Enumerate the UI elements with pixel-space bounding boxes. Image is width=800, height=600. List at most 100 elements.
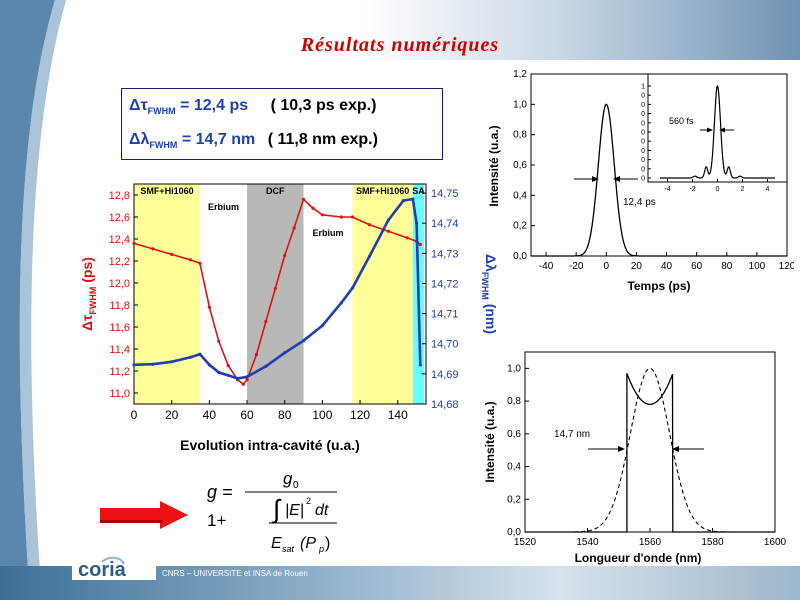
y-left-tick-label: 11,2 — [109, 366, 130, 378]
dlambda-exp: ( 11,8 nm exp.) — [267, 131, 378, 148]
inset-y-tick-label: 0 — [641, 130, 645, 137]
y-tick-label: 0,4 — [513, 190, 527, 201]
chart1-x-label: Evolution intra-cavité (u.a.) — [180, 437, 360, 453]
data-point — [217, 370, 221, 374]
inset-x-tick-label: -2 — [689, 186, 695, 193]
x-tick-label: 1520 — [514, 537, 537, 548]
data-point — [241, 382, 245, 386]
data-point — [264, 364, 268, 368]
formula-pp-close: ) — [325, 535, 330, 552]
x-tick-label: 40 — [661, 261, 673, 272]
data-point — [418, 242, 422, 247]
data-point — [350, 215, 355, 219]
data-point — [132, 363, 136, 367]
y-tick-label: 1,0 — [507, 363, 521, 374]
data-point — [386, 229, 390, 233]
chart1-y-left-label: ΔτFWHM (ps) — [79, 257, 98, 331]
data-point — [405, 236, 409, 240]
y-left-tick-label: 12,2 — [109, 256, 130, 268]
y-right-tick-label: 14,70 — [431, 339, 459, 351]
data-point — [367, 254, 372, 258]
data-point — [301, 339, 306, 343]
formula-lhs: g = — [207, 482, 233, 502]
gaussian-spectrum-curve — [525, 367, 775, 533]
region-label: Erbium — [313, 228, 344, 238]
y-left-tick-label: 12,6 — [109, 212, 130, 224]
chart3-y-label: Intensité (u.a.) — [483, 401, 497, 482]
y-right-tick-label: 14,75 — [431, 188, 459, 200]
data-point — [320, 324, 324, 328]
x-tick-label: 0 — [604, 261, 610, 272]
dlambda-sub: FWHM — [149, 140, 178, 151]
x-tick-label: 1540 — [576, 537, 599, 548]
data-point — [273, 286, 277, 291]
inset-y-tick-label: 0 — [641, 102, 645, 109]
page-title: Résultats numériques — [300, 34, 500, 56]
region-label: SA — [412, 186, 425, 196]
chart2-x-label: Temps (ps) — [627, 279, 690, 293]
temporal-pulse-curve — [531, 103, 787, 257]
data-point — [339, 215, 343, 219]
data-point — [217, 339, 221, 343]
formula-esat-sub: sat — [282, 544, 295, 554]
y-right-tick-label: 14,68 — [431, 399, 459, 411]
data-point — [283, 351, 287, 355]
chart2-annotation: 12,4 ps — [623, 197, 656, 208]
dlambda-symbol: Δλ — [129, 131, 150, 148]
data-point — [283, 253, 287, 258]
chart3-frame — [524, 351, 776, 533]
y-left-tick-label: 11,8 — [109, 300, 130, 312]
region-band — [247, 184, 304, 404]
x-tick-label: 1600 — [764, 537, 787, 548]
data-point — [226, 373, 230, 377]
result-line-pulse: ΔτFWHM = 12,4 ps ( 10,3 ps exp.) — [129, 97, 376, 116]
inset-y-tick-label: 0 — [641, 93, 645, 100]
inset-y-tick-label: 0 — [641, 120, 645, 127]
inset-y-tick-label: 0 — [641, 139, 645, 146]
chart3-fwhm-arrows — [588, 446, 704, 452]
left-swoosh-decoration — [0, 0, 66, 600]
data-point — [245, 375, 249, 379]
red-arrow-icon — [100, 501, 188, 529]
region-band — [303, 184, 353, 404]
inset-y-tick-label: 0 — [641, 111, 645, 118]
y-right-tick-label: 14,74 — [431, 218, 459, 230]
region-band — [199, 184, 248, 404]
data-point — [207, 363, 211, 367]
inset-x-tick-label: 4 — [766, 186, 770, 193]
chart2-y-label: Intensité (u.a.) — [487, 125, 501, 206]
y-left-tick-label: 11,6 — [109, 322, 130, 334]
formula-numerator-sub: 0 — [293, 480, 299, 491]
footer-text: CNRS – UNIVERSITE et INSA de Rouen — [162, 569, 308, 578]
dtau-sub: FWHM — [147, 106, 176, 117]
y-left-tick-label: 12,8 — [109, 190, 130, 202]
y-left-tick-label: 11,0 — [109, 388, 130, 400]
data-point — [226, 363, 230, 368]
x-tick-label: 40 — [203, 408, 217, 422]
data-point — [311, 206, 315, 210]
spectral-width-series — [133, 197, 422, 380]
x-tick-label: 80 — [278, 408, 292, 422]
dtau-symbol: Δτ — [129, 97, 148, 114]
data-point — [386, 218, 390, 222]
y-tick-label: 0,6 — [507, 429, 521, 440]
computed-spectrum-curve — [525, 373, 775, 533]
data-point — [151, 362, 155, 366]
data-point — [320, 213, 324, 217]
x-tick-label: 0 — [131, 408, 138, 422]
y-right-tick-label: 14,71 — [431, 309, 459, 321]
data-point — [401, 198, 405, 203]
data-point — [198, 352, 202, 356]
y-tick-label: 0,4 — [507, 462, 521, 473]
chart3-annotation: 14,7 nm — [554, 429, 590, 440]
header-band — [0, 0, 800, 60]
inset-x-tick-label: 2 — [741, 186, 745, 193]
results-box: ΔτFWHM = 12,4 ps ( 10,3 ps exp.) ΔλFWHM … — [121, 88, 443, 160]
data-point — [411, 197, 415, 201]
inset-x-tick-label: -4 — [664, 186, 670, 193]
data-point — [414, 221, 419, 225]
y-tick-label: 1,0 — [513, 99, 527, 110]
pulse-width-series — [133, 197, 421, 386]
data-point — [198, 261, 202, 265]
